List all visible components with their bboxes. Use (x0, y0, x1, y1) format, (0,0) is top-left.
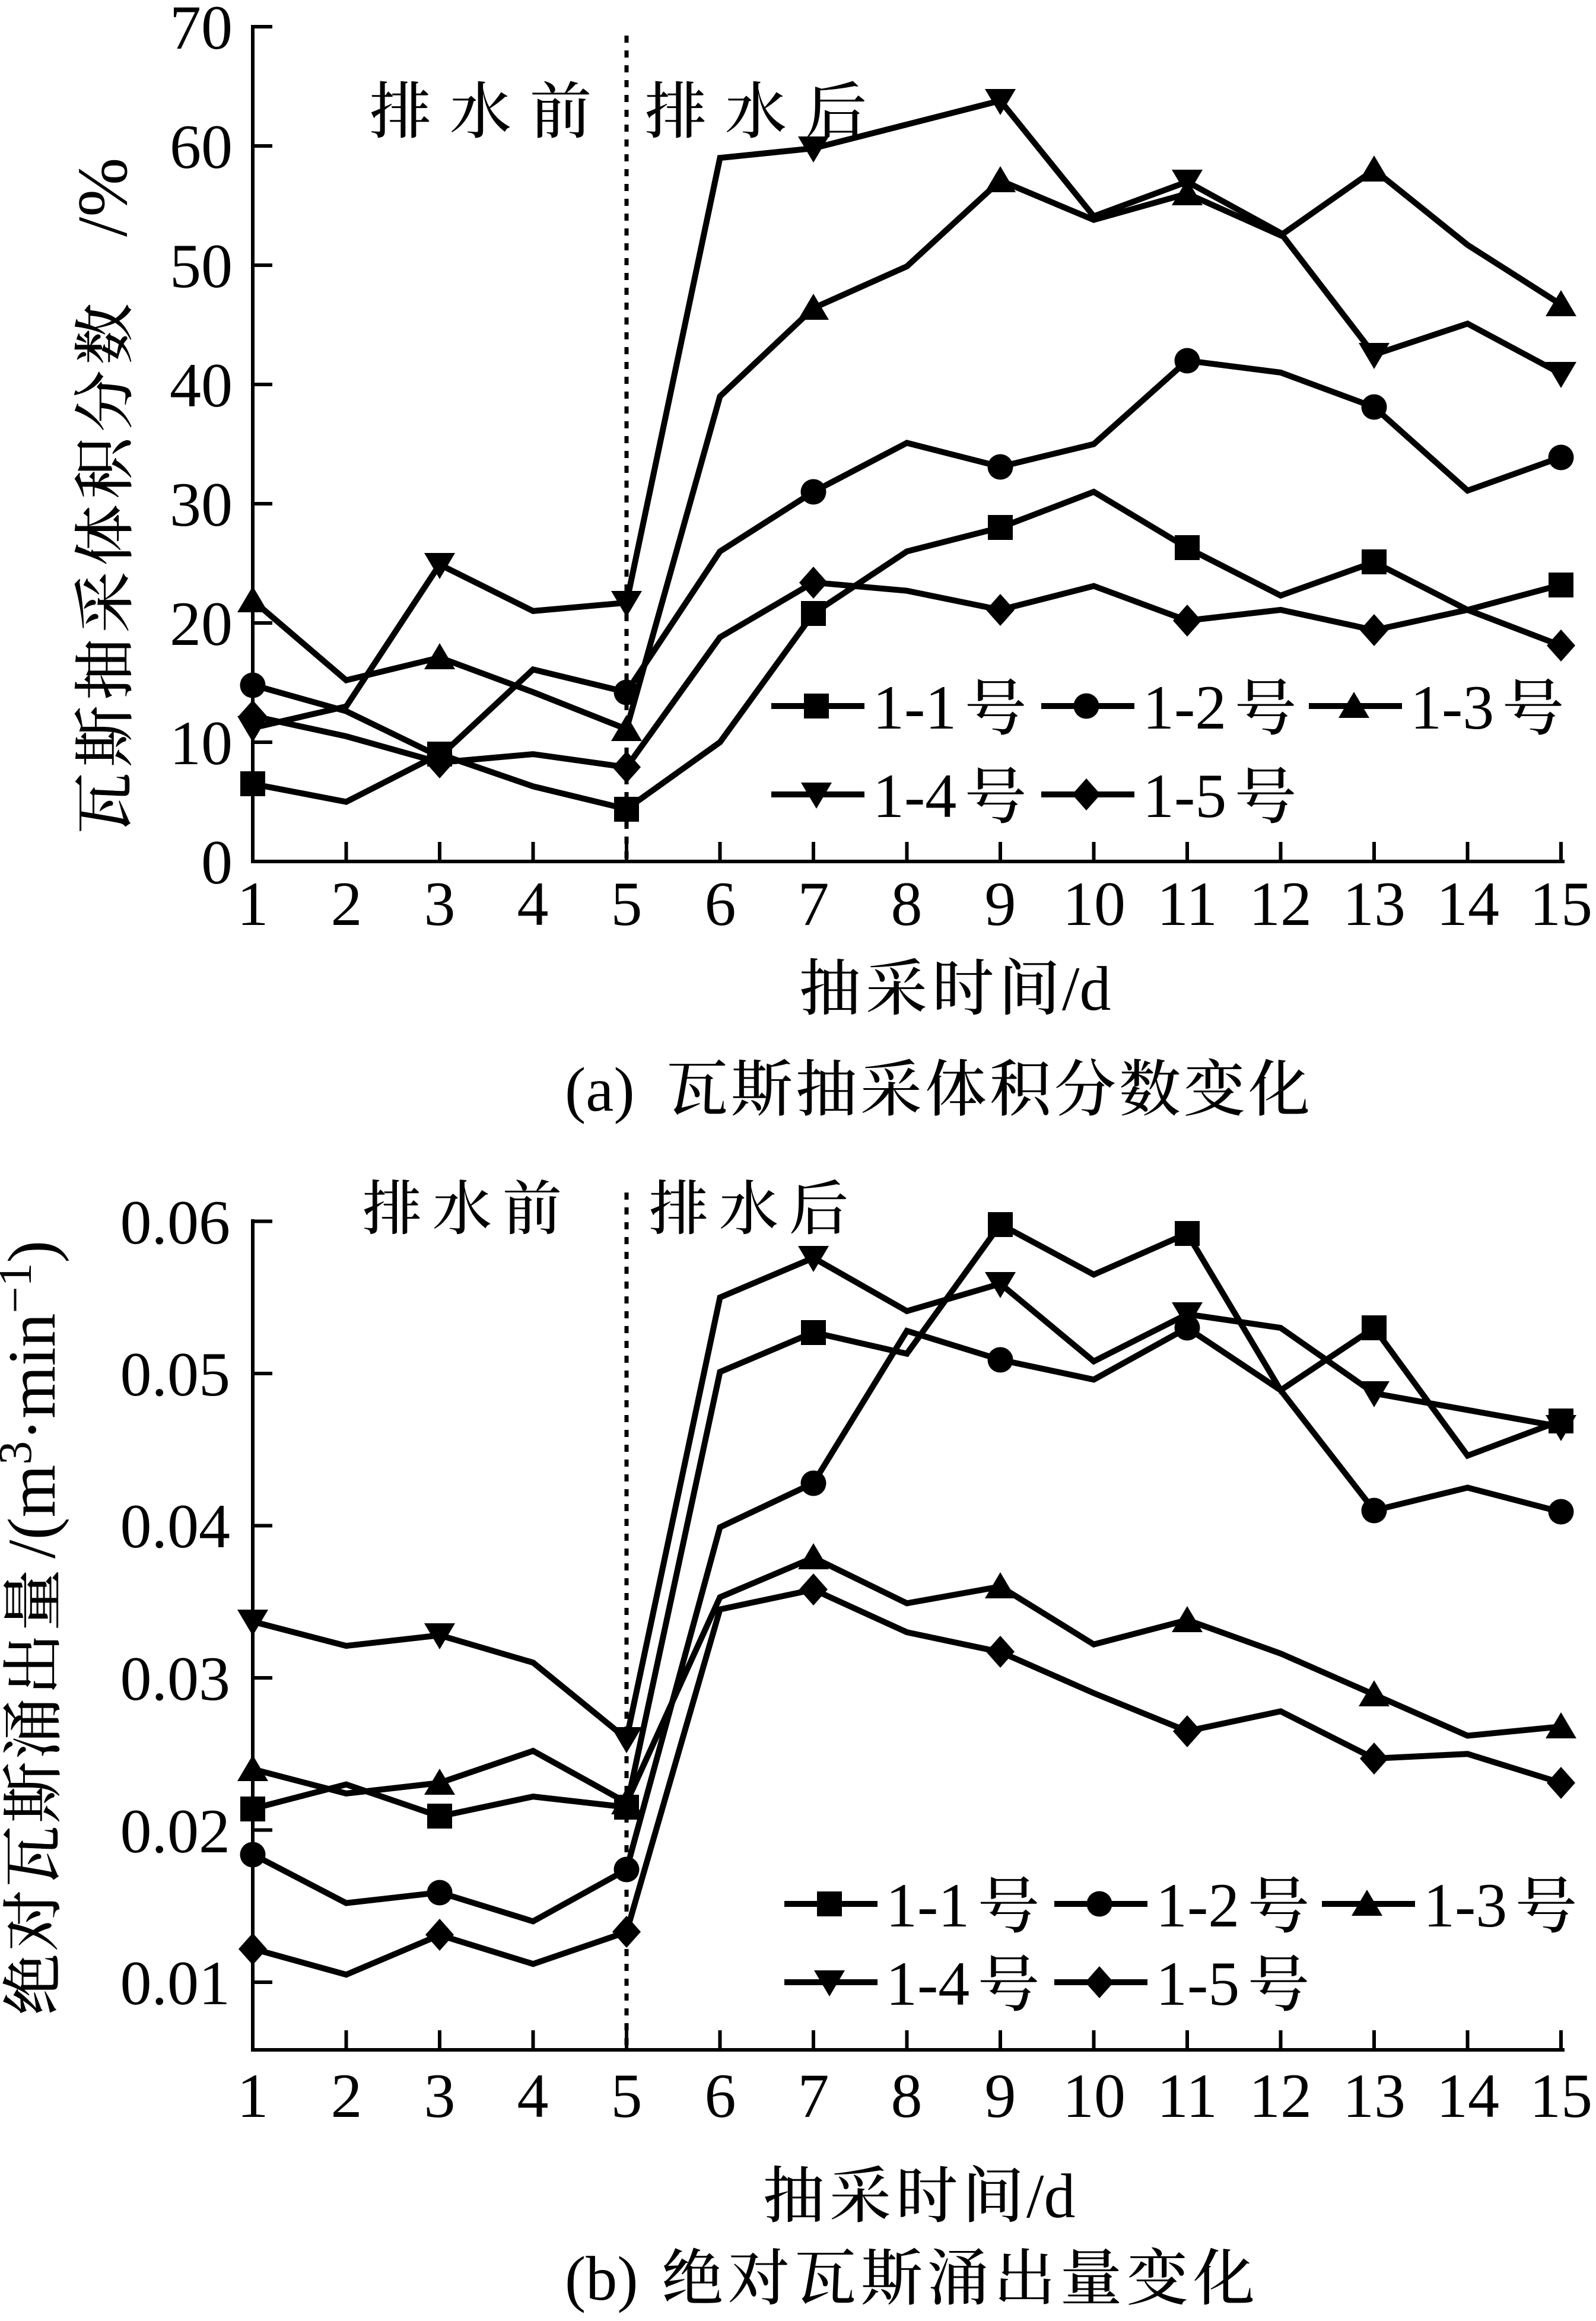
svg-text:4: 4 (517, 2061, 549, 2131)
svg-text:0.06: 0.06 (120, 1188, 231, 1257)
svg-text:8: 8 (891, 869, 923, 939)
svg-text:8: 8 (891, 2061, 923, 2131)
svg-text:7: 7 (798, 2061, 829, 2131)
svg-text:13: 13 (1343, 2061, 1406, 2131)
svg-text:0.02: 0.02 (120, 1797, 231, 1866)
svg-text:(a): (a) (565, 1055, 635, 1124)
svg-text:1-3: 1-3 (1423, 1871, 1507, 1940)
svg-text:/d: /d (1062, 954, 1111, 1023)
svg-text:2: 2 (331, 869, 363, 939)
svg-text:9: 9 (985, 869, 1016, 939)
svg-text:30: 30 (170, 470, 233, 539)
svg-text:50: 50 (170, 231, 233, 301)
svg-text:0.01: 0.01 (120, 1948, 231, 2018)
svg-text:/d: /d (1026, 2161, 1075, 2231)
svg-text:14: 14 (1436, 2061, 1499, 2131)
svg-text:3: 3 (424, 869, 456, 939)
svg-text:12: 12 (1249, 869, 1312, 939)
svg-text:0.03: 0.03 (120, 1644, 231, 1713)
svg-text:/%: /% (63, 158, 142, 237)
svg-text:7: 7 (798, 869, 829, 939)
svg-text:14: 14 (1436, 869, 1499, 939)
svg-text:12: 12 (1249, 2061, 1312, 2131)
svg-text:11: 11 (1157, 869, 1217, 939)
svg-text:5: 5 (611, 2061, 643, 2131)
svg-text:1-1: 1-1 (873, 673, 956, 742)
svg-text:1-3: 1-3 (1410, 673, 1494, 742)
svg-text:6: 6 (705, 869, 736, 939)
svg-text:10: 10 (1063, 869, 1126, 939)
svg-text:1-2: 1-2 (1156, 1871, 1239, 1940)
svg-text:1: 1 (237, 2061, 269, 2131)
svg-text:15: 15 (1530, 2061, 1592, 2131)
svg-text:1-1: 1-1 (886, 1871, 969, 1940)
svg-text:70: 70 (170, 0, 233, 62)
svg-text:0: 0 (201, 828, 233, 897)
svg-text:60: 60 (170, 112, 233, 182)
svg-text:0.04: 0.04 (120, 1492, 231, 1561)
svg-text:10: 10 (170, 708, 233, 778)
svg-text:3: 3 (424, 2061, 456, 2131)
svg-text:0.05: 0.05 (120, 1340, 231, 1409)
svg-text:15: 15 (1530, 869, 1592, 939)
svg-text:40: 40 (170, 351, 233, 420)
svg-text:1-5: 1-5 (1156, 1949, 1239, 2018)
svg-text:20: 20 (170, 589, 233, 659)
svg-text:1-2: 1-2 (1143, 673, 1226, 742)
svg-text:10: 10 (1063, 2061, 1126, 2131)
svg-text:13: 13 (1343, 869, 1406, 939)
svg-text:1-4: 1-4 (873, 761, 956, 831)
svg-text:9: 9 (985, 2061, 1016, 2131)
svg-text:5: 5 (611, 869, 643, 939)
svg-text:1: 1 (237, 869, 269, 939)
svg-text:4: 4 (517, 869, 549, 939)
svg-text:1-4: 1-4 (886, 1949, 969, 2018)
svg-text:11: 11 (1157, 2061, 1217, 2131)
svg-text:6: 6 (705, 2061, 736, 2131)
svg-text:(b): (b) (565, 2244, 638, 2313)
svg-text:1-5: 1-5 (1143, 761, 1226, 831)
svg-text:2: 2 (331, 2061, 363, 2131)
